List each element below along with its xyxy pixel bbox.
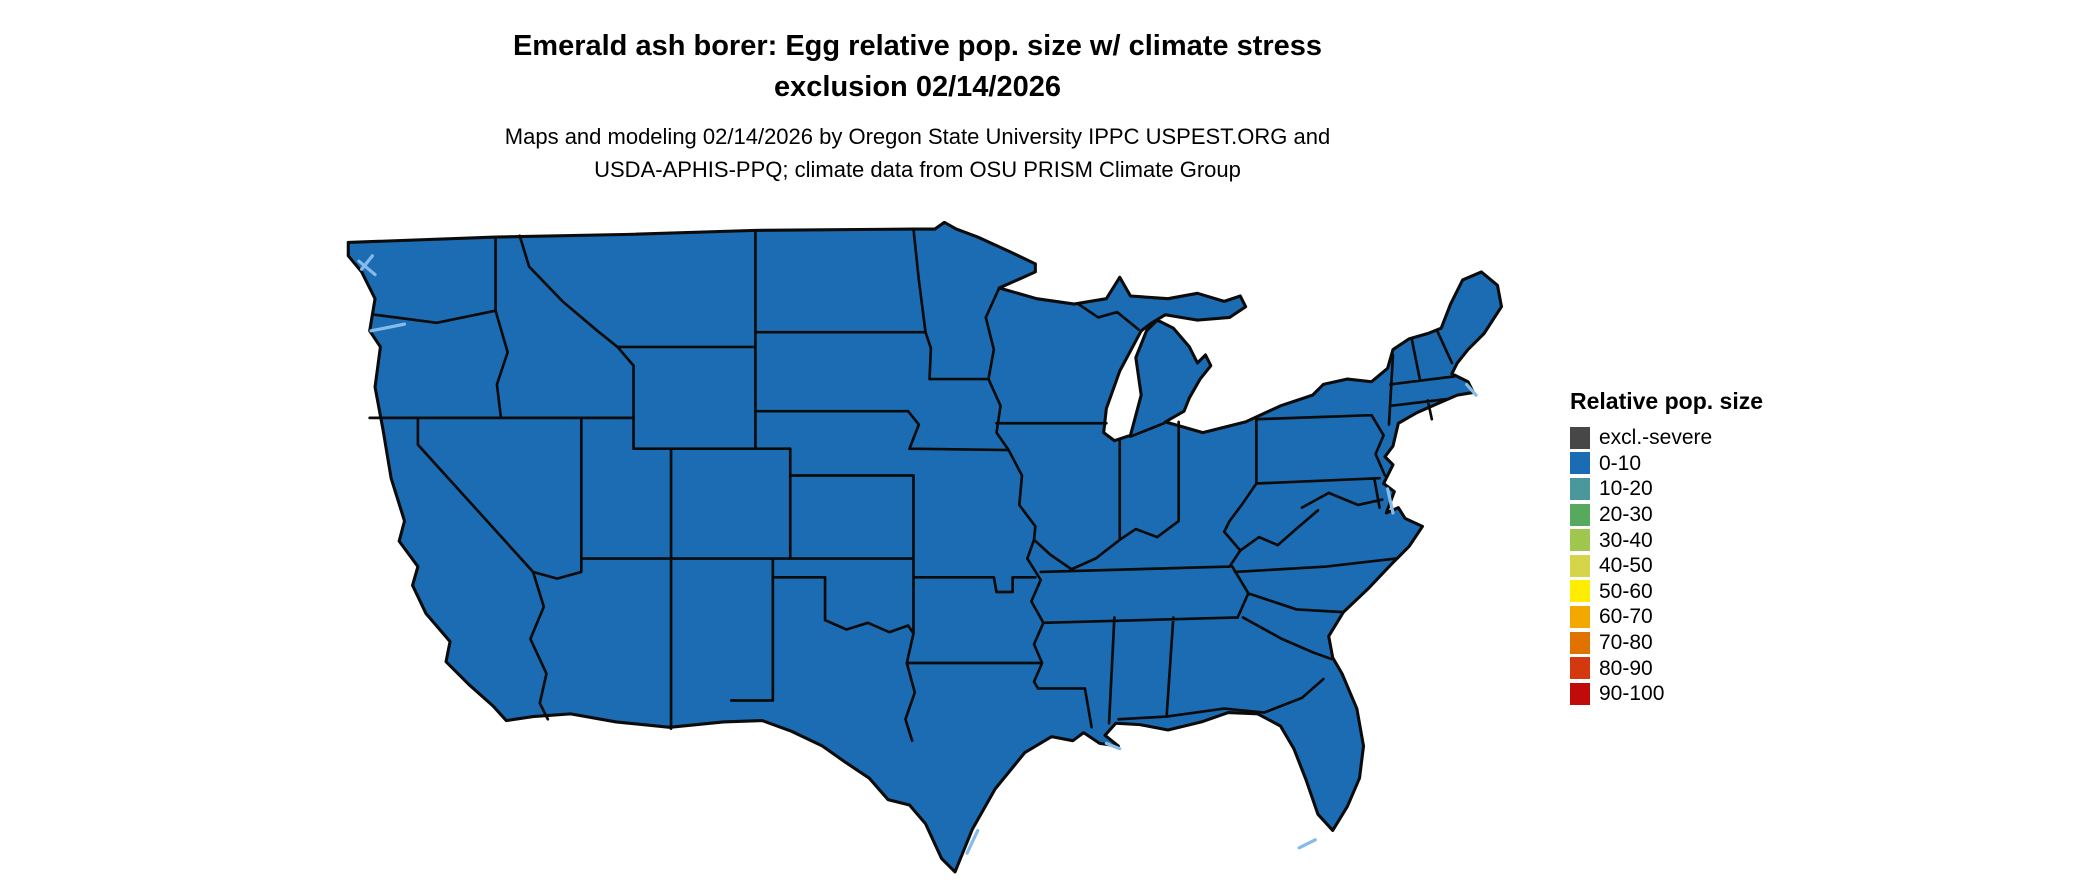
legend-entry-label: 60-70 <box>1599 605 1653 629</box>
legend-entry: 40-50 <box>1570 553 1763 579</box>
state-borders <box>368 227 1456 743</box>
legend-color-swatch <box>1570 682 1590 705</box>
legend-entries: excl.-severe 0-10 10-20 20-30 30-40 40-5… <box>1570 425 1763 707</box>
legend-color-swatch <box>1570 580 1590 603</box>
legend-entry: 70-80 <box>1570 630 1763 656</box>
legend-entry: 0-10 <box>1570 451 1763 477</box>
legend-color-swatch <box>1570 657 1590 680</box>
legend-entry: 90-100 <box>1570 681 1763 707</box>
legend-title: Relative pop. size <box>1570 388 1764 414</box>
legend-entry-label: 0-10 <box>1599 451 1642 475</box>
legend-entry-label: 80-90 <box>1599 656 1653 680</box>
water-accents <box>357 254 1478 855</box>
map-title-line-2: exclusion 02/14/2026 <box>774 71 1061 103</box>
map-subtitle-line-1: Maps and modeling 02/14/2026 by Oregon S… <box>504 124 1331 149</box>
legend-entry-label: 70-80 <box>1599 631 1653 655</box>
legend-color-swatch <box>1570 605 1590 628</box>
legend-color-swatch <box>1570 426 1590 449</box>
legend-entry-label: 30-40 <box>1599 528 1653 552</box>
legend-entry: 20-30 <box>1570 502 1763 528</box>
legend-entry: 50-60 <box>1570 579 1763 605</box>
legend-color-swatch <box>1570 554 1590 577</box>
legend-entry-label: 20-30 <box>1599 503 1653 527</box>
legend-entry-label: 90-100 <box>1599 682 1665 706</box>
legend-entry: 30-40 <box>1570 527 1763 553</box>
map-subtitle: Maps and modeling 02/14/2026 by Oregon S… <box>0 120 1835 186</box>
legend-color-swatch <box>1570 452 1590 475</box>
header: Emerald ash borer: Egg relative pop. siz… <box>0 26 1835 186</box>
legend-entry-label: 50-60 <box>1599 579 1653 603</box>
us-choropleth-map <box>308 221 1527 884</box>
legend-entry: 10-20 <box>1570 476 1763 502</box>
legend-entry-label: excl.-severe <box>1599 426 1713 450</box>
map-title-line-1: Emerald ash borer: Egg relative pop. siz… <box>512 30 1323 62</box>
map-subtitle-line-2: USDA-APHIS-PPQ; climate data from OSU PR… <box>594 157 1241 182</box>
legend-color-swatch <box>1570 503 1590 526</box>
legend-entry: 80-90 <box>1570 655 1763 681</box>
legend: Relative pop. size excl.-severe 0-10 10-… <box>1570 388 1763 707</box>
legend-entry: excl.-severe <box>1570 425 1763 451</box>
legend-color-swatch <box>1570 529 1590 552</box>
legend-entry-label: 40-50 <box>1599 554 1653 578</box>
legend-color-swatch <box>1570 631 1590 654</box>
legend-entry-label: 10-20 <box>1599 477 1653 501</box>
legend-color-swatch <box>1570 477 1590 500</box>
us-map-svg <box>346 221 1504 874</box>
legend-entry: 60-70 <box>1570 604 1763 630</box>
